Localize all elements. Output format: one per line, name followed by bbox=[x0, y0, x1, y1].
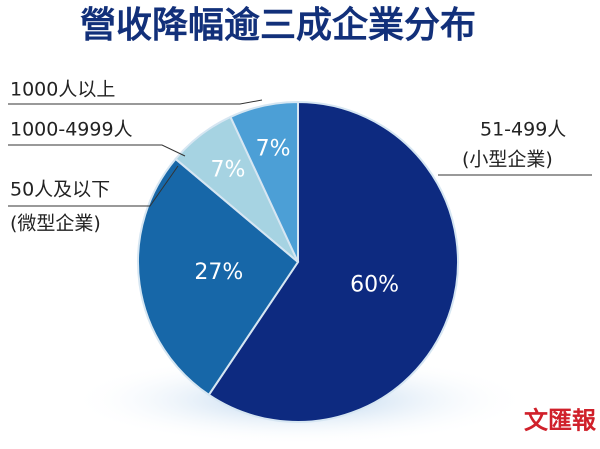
value-label: 7% bbox=[211, 158, 246, 183]
category-label: (小型企業) bbox=[462, 149, 553, 171]
pie-slice bbox=[137, 157, 300, 397]
chart-title: 營收降幅逾三成企業分布 bbox=[80, 4, 476, 46]
value-label: 27% bbox=[194, 260, 243, 285]
source-logo: 文匯報 bbox=[524, 406, 597, 435]
leader-line bbox=[8, 165, 179, 207]
leader-line bbox=[8, 144, 186, 157]
value-label: 60% bbox=[350, 272, 399, 297]
pie-slice bbox=[229, 100, 299, 263]
category-label: 1000-4999人 bbox=[10, 119, 133, 141]
leader-line bbox=[8, 99, 263, 105]
category-label: 50人及以下 bbox=[10, 179, 110, 201]
value-label: 7% bbox=[256, 137, 291, 162]
pie-slice bbox=[207, 100, 459, 423]
category-label: 51-499人 bbox=[480, 119, 566, 141]
category-label: 1000人以上 bbox=[10, 79, 115, 101]
category-label: (微型企業) bbox=[10, 213, 101, 235]
